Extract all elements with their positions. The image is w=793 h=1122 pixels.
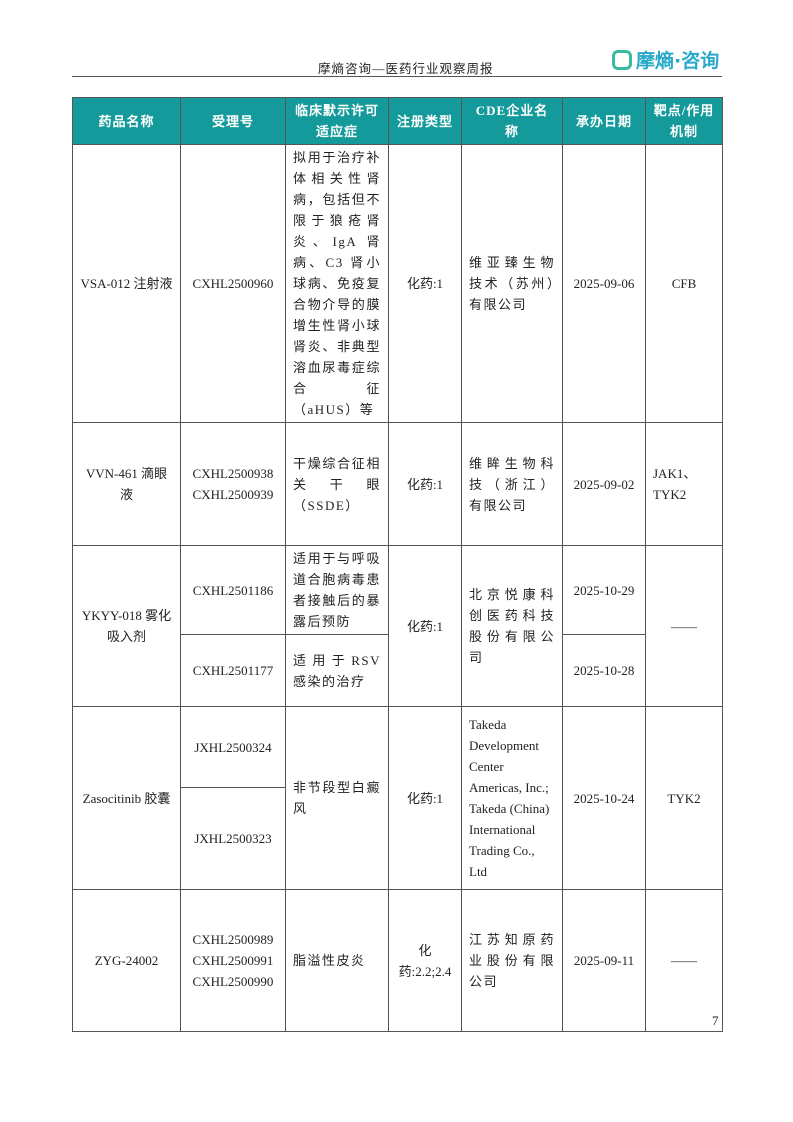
drug-name: ZYG-24002 (72, 889, 181, 1032)
date: 2025-10-24 (562, 706, 646, 890)
id: CXHL2500938 (192, 466, 274, 481)
date: 2025-09-06 (562, 144, 646, 423)
acceptance-id: JXHL2500323 (180, 787, 286, 890)
table-row: JXHL2500323 (73, 787, 723, 890)
company: 维亚臻生物技术（苏州）有限公司 (461, 144, 563, 423)
drug-name: VVN-461 滴眼液 (72, 422, 181, 546)
target: TYK2 (645, 706, 723, 890)
drug-name: Zasocitinib 胶囊 (72, 706, 181, 890)
drug-table: 药品名称 受理号 临床默示许可适应症 注册类型 CDE企业名称 承办日期 靶点/… (72, 97, 723, 1032)
id: CXHL2500991 (192, 953, 274, 968)
id: CXHL2500989 (192, 932, 274, 947)
col-indication: 临床默示许可适应症 (285, 97, 389, 145)
col-date: 承办日期 (562, 97, 646, 145)
col-type: 注册类型 (388, 97, 462, 145)
header-title: 摩熵咨询—医药行业观察周报 (318, 62, 494, 76)
date: 2025-09-11 (562, 889, 646, 1032)
table-header: 药品名称 受理号 临床默示许可适应症 注册类型 CDE企业名称 承办日期 靶点/… (72, 97, 723, 145)
target: —— (645, 545, 723, 707)
table-row: ZYG-24002 CXHL2500989 CXHL2500991 CXHL2500… (72, 889, 723, 1032)
logo-icon (612, 49, 632, 70)
date: 2025-10-29 (562, 545, 646, 635)
reg-type: 化药:1 (388, 545, 462, 707)
target: CFB (645, 144, 723, 423)
table-row: CXHL2501177 适用于RSV 感染的治疗 2025-10-28 (73, 634, 723, 707)
drug-name: YKYY-018 雾化吸入剂 (72, 545, 181, 707)
indication: 拟用于治疗补体相关性肾病，包括但不限于狼疮肾炎、IgA 肾病、C3 肾小球病、免… (285, 144, 389, 423)
indication: 适用于与呼吸道合胞病毒患者接触后的暴露后预防 (285, 545, 389, 635)
table-row: VVN-461 滴眼液 CXHL2500938 CXHL2500939 干燥综合征… (72, 422, 723, 546)
indication: 适用于RSV 感染的治疗 (285, 634, 389, 707)
col-target: 靶点/作用机制 (645, 97, 723, 145)
reg-type: 化药:1 (388, 144, 462, 423)
date: 2025-09-02 (562, 422, 646, 546)
acceptance-id: CXHL2500938 CXHL2500939 (180, 422, 286, 546)
reg-type: 化药:1 (388, 422, 462, 546)
logo-text: 摩熵·咨询 (636, 50, 720, 72)
table-row: YKYY-018 雾化吸入剂 CXHL2501186 适用于与呼吸道合胞病毒患者… (72, 545, 723, 707)
date: 2025-10-28 (562, 634, 646, 707)
acceptance-id: CXHL2500960 (180, 144, 286, 423)
table-row: Zasocitinib 胶囊 JXHL2500324 非节段型白癜风 化药:1 … (72, 706, 723, 890)
id: CXHL2500990 (192, 974, 274, 989)
col-id: 受理号 (180, 97, 286, 145)
page-number: 7 (712, 1013, 719, 1028)
table-row: VSA-012 注射液 CXHL2500960 拟用于治疗补体相关性肾病，包括但… (72, 144, 723, 423)
indication: 非节段型白癜风 (285, 706, 389, 890)
header-rule (72, 76, 722, 77)
col-drug: 药品名称 (72, 97, 181, 145)
indication: 干燥综合征相关干眼（SSDE） (285, 422, 389, 546)
indication: 脂溢性皮炎 (285, 889, 389, 1032)
company: 江苏知原药业股份有限公司 (461, 889, 563, 1032)
company: 维眸生物科技（浙江）有限公司 (461, 422, 563, 546)
reg-type: 化药:2.2;2.4 (388, 889, 462, 1032)
company: 北京悦康科创医药科技股份有限公司 (461, 545, 563, 707)
drug-name: VSA-012 注射液 (72, 144, 181, 423)
acceptance-id: CXHL2500989 CXHL2500991 CXHL2500990 (180, 889, 286, 1032)
id: CXHL2500939 (192, 487, 274, 502)
target: —— (645, 889, 723, 1032)
logo: 摩熵·咨询 (612, 46, 719, 73)
acceptance-id: JXHL2500324 (180, 706, 286, 788)
acceptance-id: CXHL2501177 (180, 634, 286, 707)
col-company: CDE企业名称 (461, 97, 563, 145)
company: Takeda Development Center Americas, Inc.… (461, 706, 563, 890)
acceptance-id: CXHL2501186 (180, 545, 286, 635)
reg-type: 化药:1 (388, 706, 462, 890)
target: JAK1、TYK2 (645, 422, 723, 546)
